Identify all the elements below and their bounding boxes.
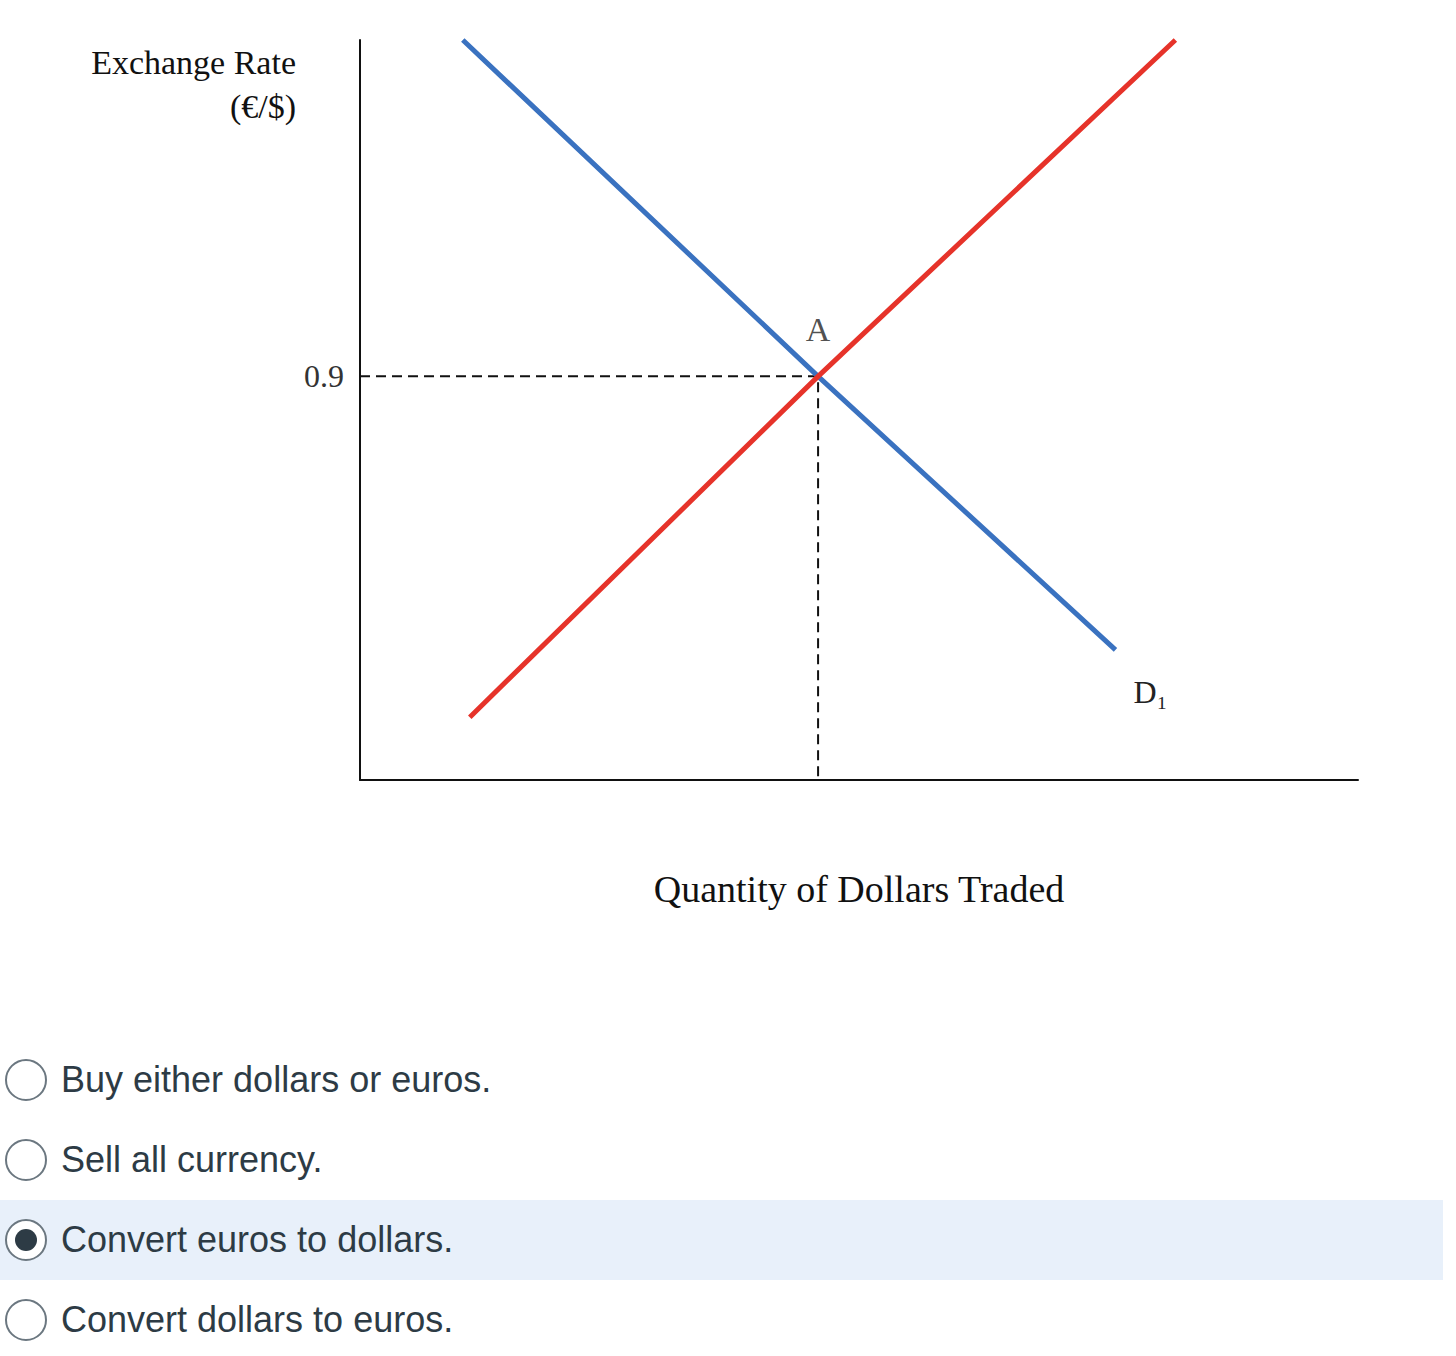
- svg-text:Exchange Rate: Exchange Rate: [91, 44, 296, 81]
- svg-text:Quantity of Dollars Traded: Quantity of Dollars Traded: [654, 868, 1065, 910]
- svg-text:(€/$): (€/$): [230, 88, 296, 126]
- html-text:Buy either dollars or euros.: Buy either dollars or euros.: [61, 1059, 492, 1100]
- svg-text:A: A: [806, 311, 831, 348]
- svg-text:D₁: D₁: [1133, 674, 1167, 710]
- html-text:Convert euros to dollars.: Convert euros to dollars.: [61, 1219, 454, 1260]
- svg-text:0.9: 0.9: [304, 358, 344, 394]
- html-text:Sell all currency.: Sell all currency.: [61, 1139, 323, 1180]
- html-text:Convert dollars to euros.: Convert dollars to euros.: [61, 1299, 454, 1340]
